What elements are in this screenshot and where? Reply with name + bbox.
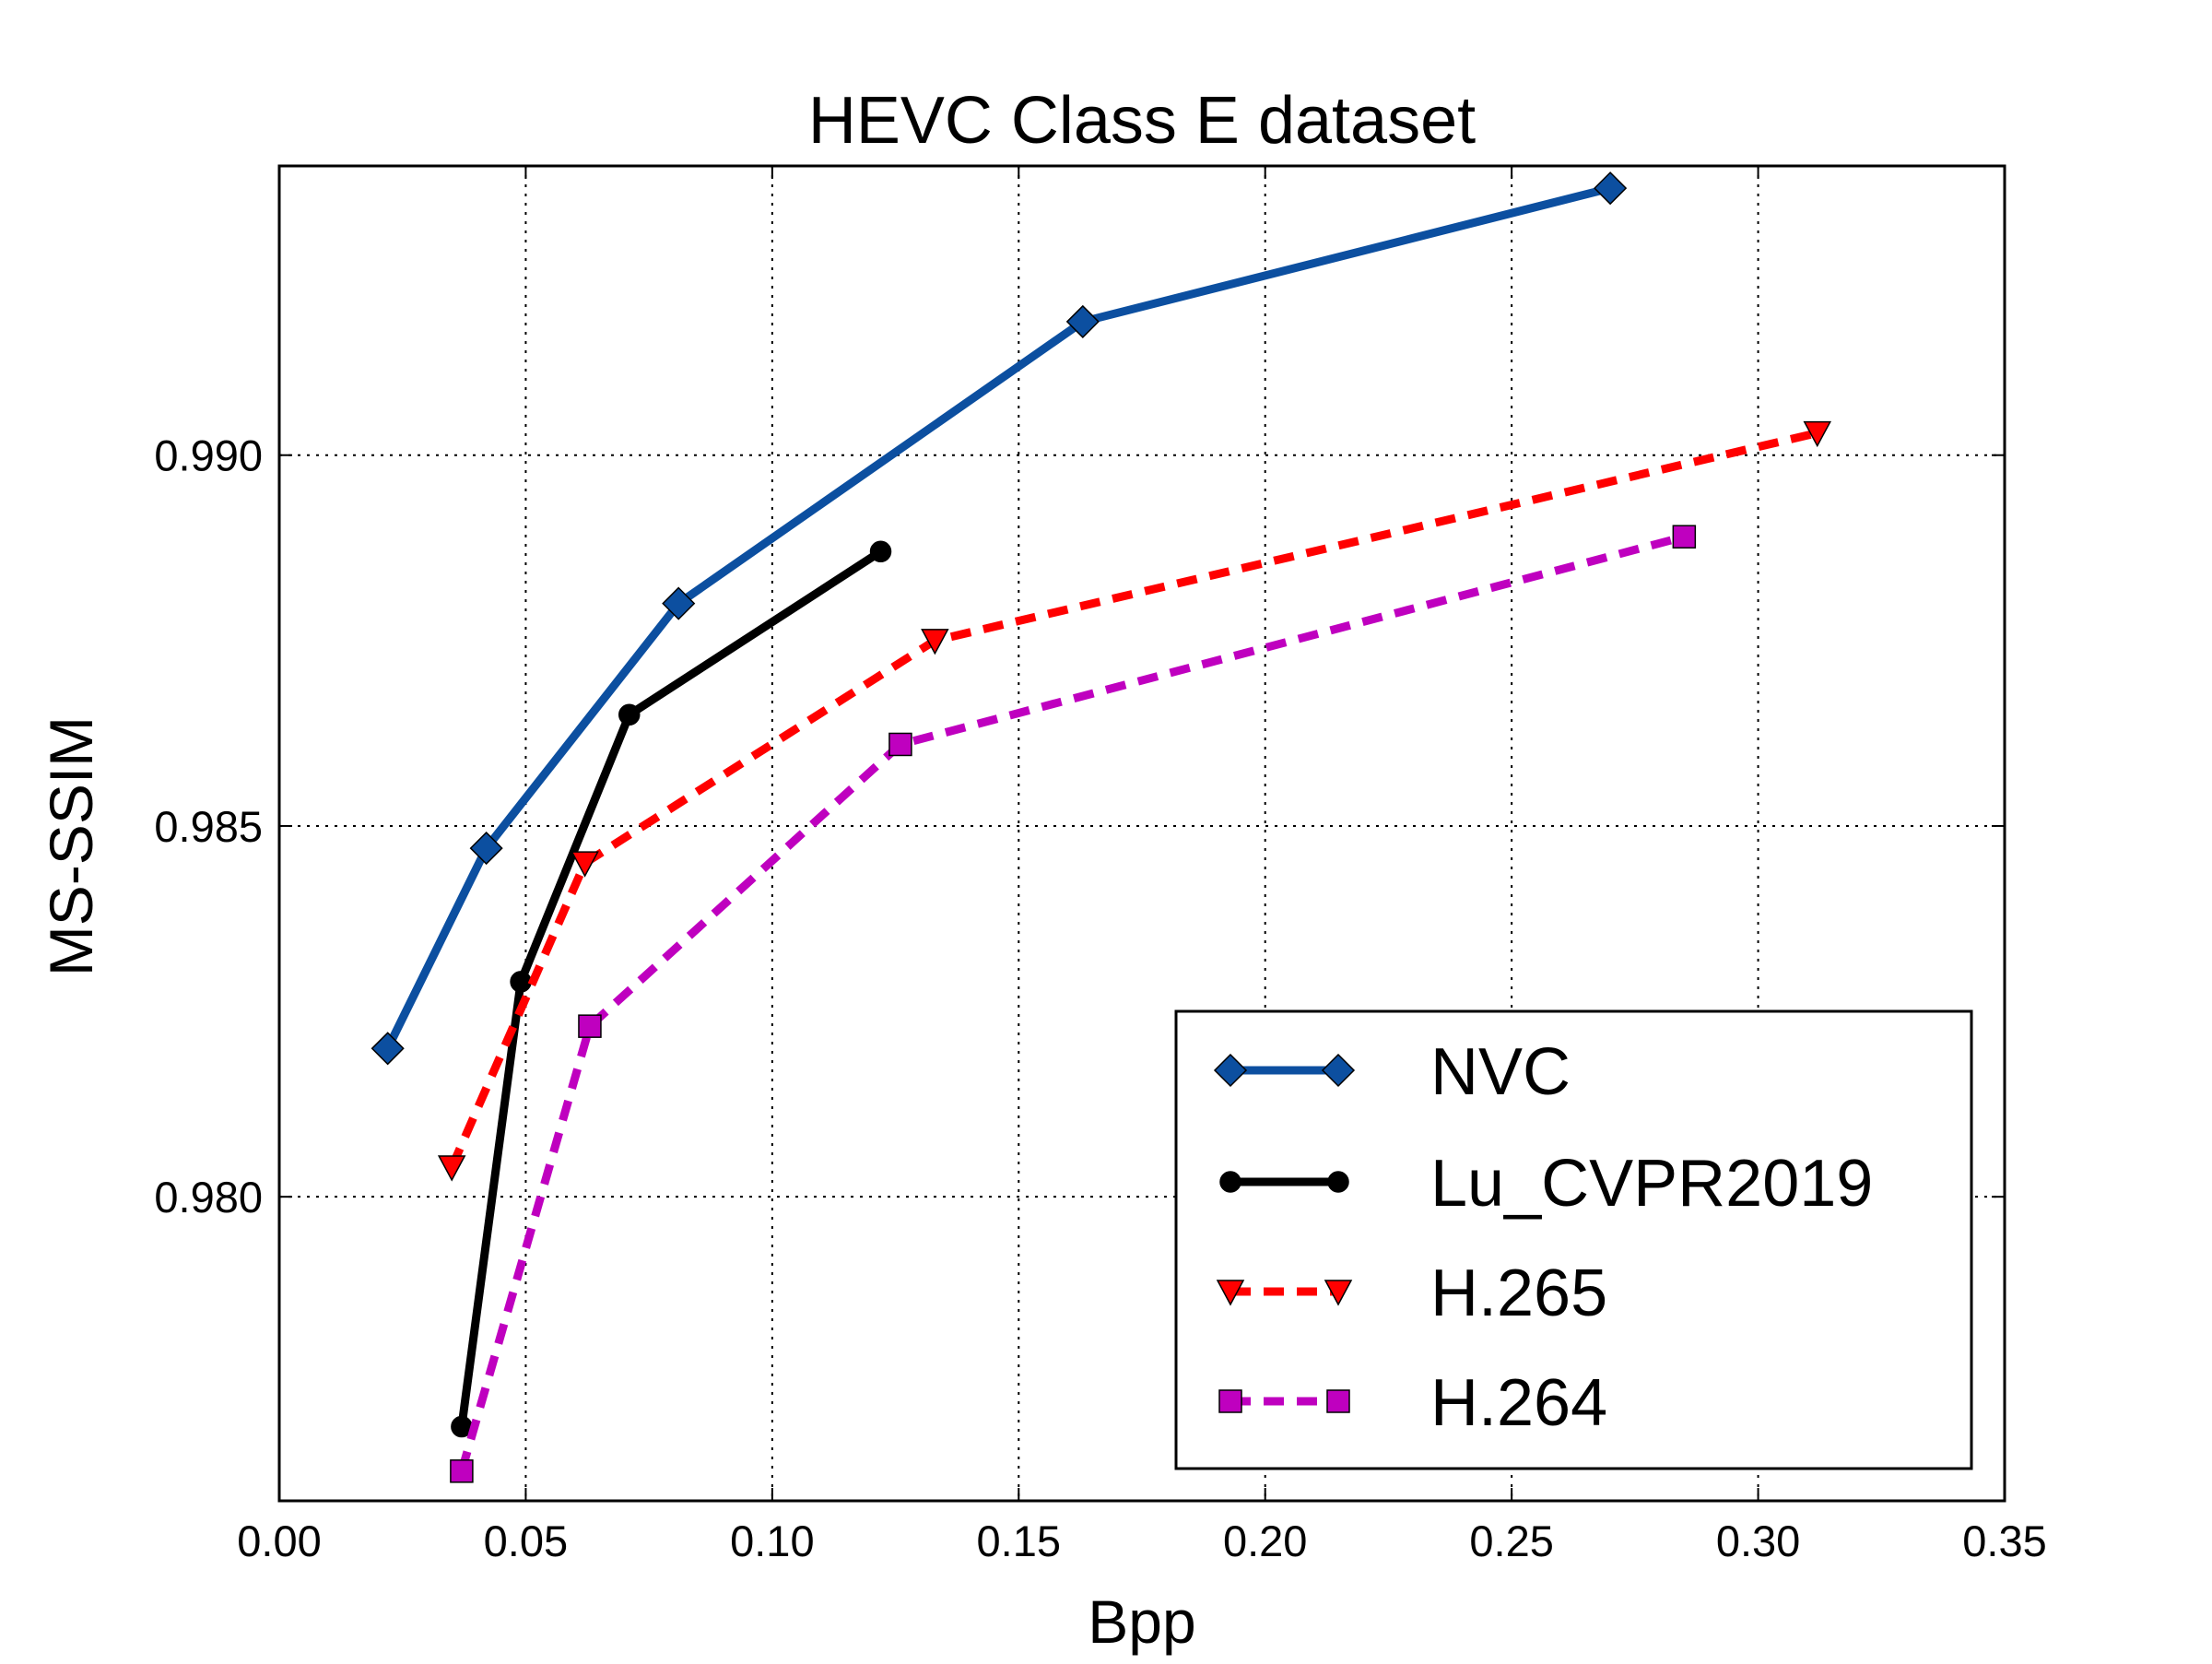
- data-point-h-265: [571, 851, 599, 878]
- legend: NVC Lu_CVPR2019 H.265 H.264: [1174, 1009, 1973, 1470]
- data-point-h-264: [1672, 525, 1697, 549]
- x-axis-label: Bpp: [1088, 1587, 1195, 1656]
- series-line-lu-cvpr2019: [457, 548, 883, 1428]
- data-point-h-265: [921, 629, 949, 655]
- legend-marker-nvc: [1213, 1053, 1248, 1088]
- y-tick-label: 0.980: [154, 1173, 263, 1221]
- legend-box: [1174, 1009, 1973, 1470]
- data-point-h-264: [578, 1014, 602, 1038]
- y-axis-label: MS-SSIM: [37, 716, 105, 976]
- x-tick-label: 0.05: [484, 1516, 568, 1565]
- legend-label-h-264: H.264: [1430, 1366, 1607, 1440]
- series-h-264: [450, 525, 1697, 1483]
- legend-marker-lu-cvpr2019: [1219, 1171, 1241, 1193]
- chart-title: HEVC Class E dataset: [808, 84, 1476, 158]
- data-point-nvc: [469, 832, 503, 866]
- ticks: 0.00 0.05 0.10 0.15 0.20 0.25 0.30 0.35 0.980 0.9…: [154, 166, 2047, 1565]
- x-tick-label: 0.20: [1223, 1516, 1307, 1565]
- x-tick-label: 0.35: [1962, 1516, 2046, 1565]
- data-point-h-264: [888, 732, 912, 757]
- data-point-nvc: [371, 1032, 405, 1066]
- series-line-h-265: [448, 429, 1818, 1169]
- x-tick-label: 0.15: [977, 1516, 1061, 1565]
- legend-marker-h-264: [1326, 1389, 1350, 1413]
- series-nvc: [371, 171, 1628, 1066]
- series-line-h-264: [457, 532, 1686, 1473]
- data-point-h-265: [437, 1155, 466, 1182]
- series-h-265: [437, 420, 1832, 1182]
- y-tick-label: 0.985: [154, 802, 263, 851]
- plot-frame: [277, 164, 2006, 1503]
- data-point-nvc: [1594, 171, 1628, 206]
- data-point-h-265: [1803, 420, 1832, 448]
- data-point-nvc: [662, 586, 696, 620]
- legend-label-lu-cvpr2019: Lu_CVPR2019: [1430, 1147, 1873, 1221]
- legend-marker-h-264: [1218, 1389, 1242, 1413]
- legend-marker-lu-cvpr2019: [1327, 1171, 1349, 1193]
- data-point-lu-cvpr2019: [869, 540, 892, 563]
- data-point-lu-cvpr2019: [510, 971, 532, 993]
- series-layer: [371, 171, 1832, 1483]
- y-tick-label: 0.990: [154, 431, 263, 480]
- x-tick-label: 0.30: [1716, 1516, 1800, 1565]
- data-point-nvc: [1065, 304, 1100, 338]
- legend-label-h-265: H.265: [1430, 1257, 1607, 1330]
- legend-marker-h-265: [1324, 1280, 1353, 1306]
- x-tick-label: 0.10: [730, 1516, 814, 1565]
- data-point-lu-cvpr2019: [618, 703, 641, 726]
- legend-marker-h-265: [1216, 1280, 1245, 1306]
- x-tick-label: 0.25: [1469, 1516, 1553, 1565]
- x-tick-label: 0.00: [237, 1516, 321, 1565]
- data-point-h-264: [450, 1459, 474, 1483]
- legend-marker-nvc: [1321, 1053, 1356, 1088]
- legend-label-nvc: NVC: [1430, 1035, 1571, 1109]
